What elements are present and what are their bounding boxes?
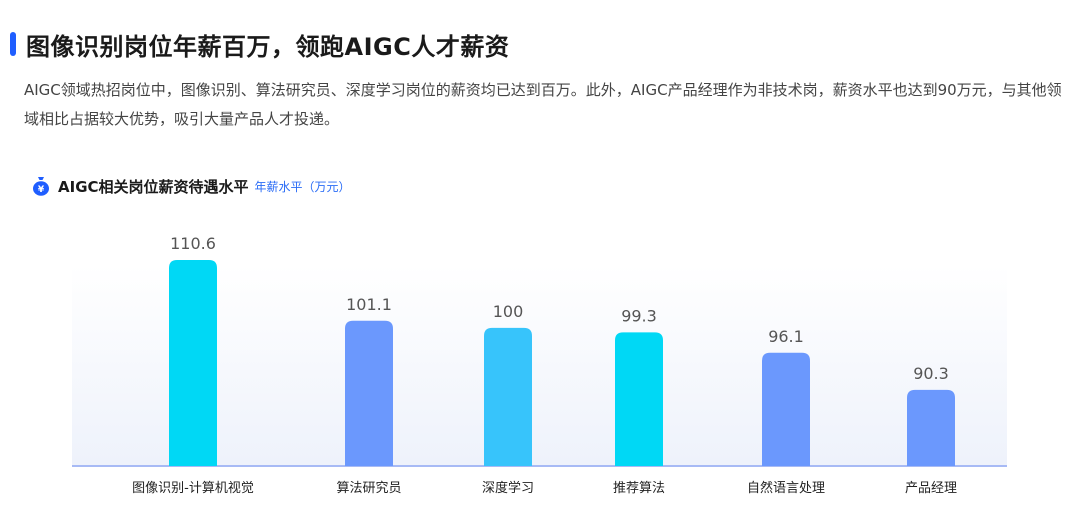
bar-value-label: 101.1 xyxy=(346,295,392,314)
page-title: 图像识别岗位年薪百万，领跑AIGC人才薪资 xyxy=(26,32,510,61)
bar-value-label: 99.3 xyxy=(621,306,657,325)
bar xyxy=(762,352,810,466)
x-tick-label: 图像识别-计算机视觉 xyxy=(132,481,254,496)
bar-value-label: 90.3 xyxy=(913,364,949,383)
x-tick-label: 深度学习 xyxy=(482,480,534,496)
title-accent-bar xyxy=(10,32,16,56)
page-description: AIGC领域热招岗位中，图像识别、算法研究员、深度学习岗位的薪资均已达到百万。此… xyxy=(24,81,1062,128)
chart-unit: 年薪水平（万元） xyxy=(254,179,351,194)
bar xyxy=(169,260,217,466)
bar xyxy=(615,332,663,466)
bar xyxy=(907,389,955,466)
svg-text:¥: ¥ xyxy=(38,185,45,195)
bar-chart: 110.6 图像识别-计算机视觉 101.1 算法研究员 100 深度学习 99.3 推荐算法… xyxy=(72,234,1007,496)
x-tick-label: 推荐算法 xyxy=(613,481,665,496)
bar-value-label: 110.6 xyxy=(170,234,216,253)
bar xyxy=(484,327,532,466)
bar-value-label: 96.1 xyxy=(768,327,804,346)
title-row: 图像识别岗位年薪百万，领跑AIGC人才薪资 xyxy=(10,26,509,62)
plot-area-background xyxy=(72,265,1007,465)
bar xyxy=(345,320,393,466)
chart-title: AIGC相关岗位薪资待遇水平 xyxy=(58,177,249,196)
bar-value-label: 100 xyxy=(493,302,524,321)
money-bag-icon: ¥ xyxy=(32,176,50,196)
x-tick-label: 算法研究员 xyxy=(336,481,401,496)
x-tick-label: 产品经理 xyxy=(905,481,957,496)
x-tick-label: 自然语言处理 xyxy=(747,480,825,496)
chart-header: ¥ AIGC相关岗位薪资待遇水平 年薪水平（万元） xyxy=(32,174,351,198)
